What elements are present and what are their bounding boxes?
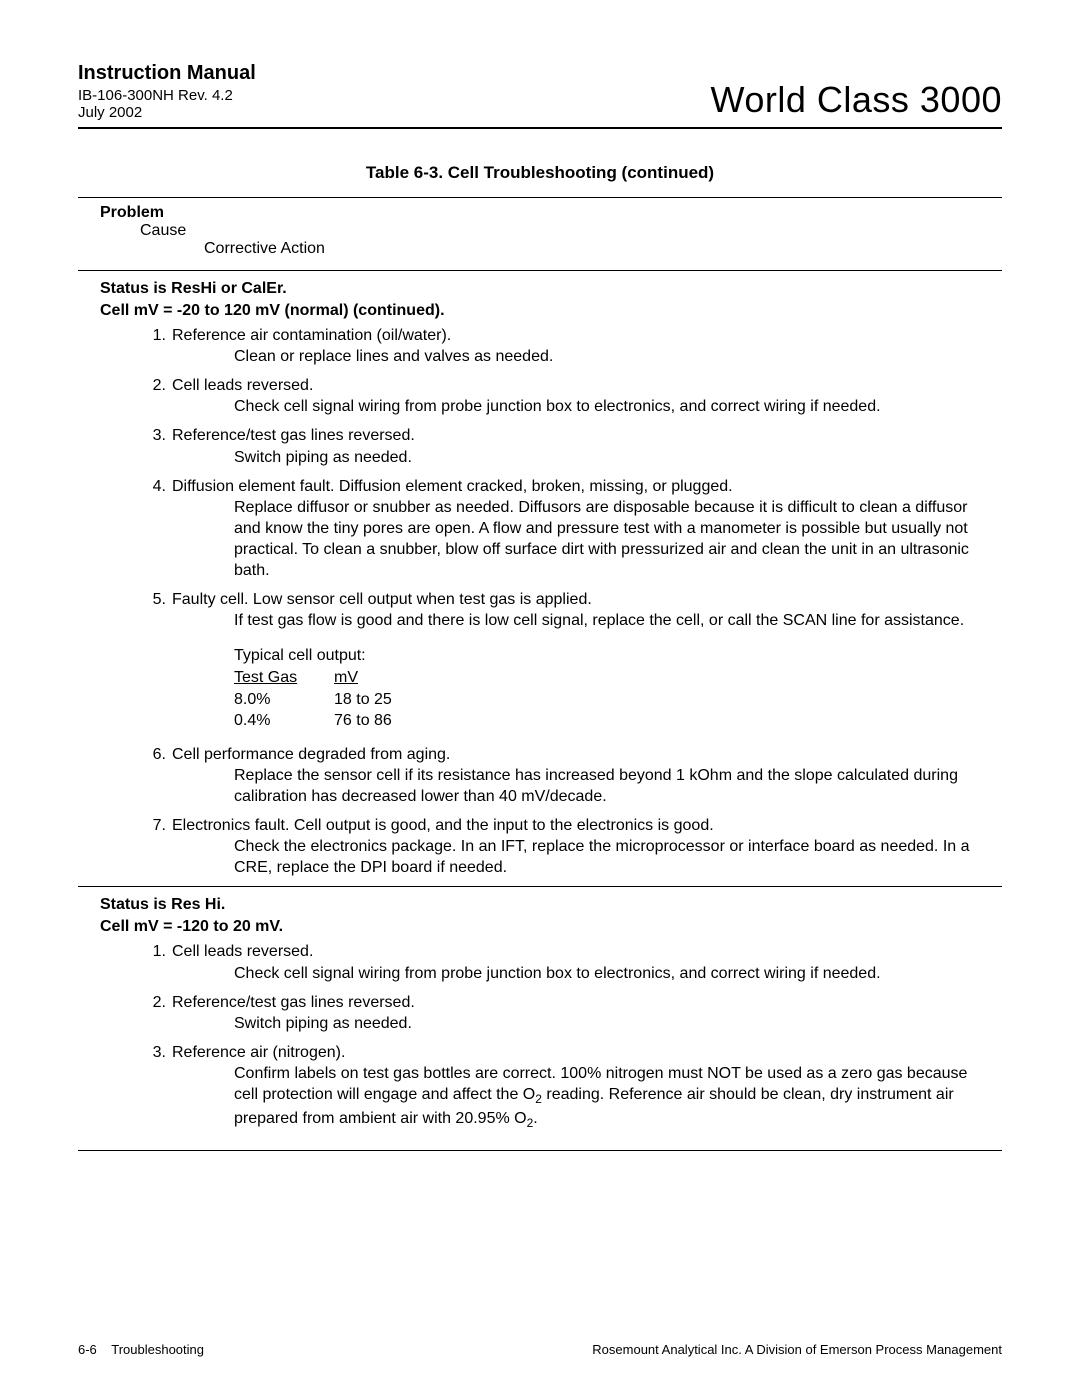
section-res-hi: Status is Res Hi. Cell mV = -120 to 20 m… [78,886,1002,1151]
col-header-corrective: Corrective Action [204,240,1002,258]
item-number: 4. [140,476,166,582]
item-action: Check cell signal wiring from probe junc… [234,396,994,417]
doc-date: July 2002 [78,104,256,121]
item-number: 5. [140,589,166,736]
list-item: 1. Cell leads reversed. Check cell signa… [140,941,1002,983]
item-cause: Reference/test gas lines reversed. [172,992,994,1013]
section-reshi-caler: Status is ResHi or CalEr. Cell mV = -20 … [78,270,1002,878]
item-cause: Reference air (nitrogen). [172,1042,994,1063]
item-action: Clean or replace lines and valves as nee… [234,346,994,367]
item-number: 6. [140,744,166,807]
item-action: Replace the sensor cell if its resistanc… [234,765,994,807]
column-header-row: Problem Cause Corrective Action [78,198,1002,270]
item-cause: Reference air contamination (oil/water). [172,325,994,346]
item-number: 3. [140,1042,166,1132]
status-line: Cell mV = -120 to 20 mV. [100,917,1002,937]
status-line: Status is Res Hi. [100,895,1002,915]
page-footer: 6-6 Troubleshooting Rosemount Analytical… [78,1342,1002,1357]
item-cause: Diffusion element fault. Diffusion eleme… [172,476,994,497]
product-title: World Class 3000 [711,79,1002,121]
item-number: 1. [140,941,166,983]
item-action: Switch piping as needed. [234,447,994,468]
footer-left: 6-6 Troubleshooting [78,1342,204,1357]
doc-revision: IB-106-300NH Rev. 4.2 [78,87,256,104]
table-title: Table 6-3. Cell Troubleshooting (continu… [78,163,1002,183]
header-left-block: Instruction Manual IB-106-300NH Rev. 4.2… [78,62,256,121]
list-item: 2. Reference/test gas lines reversed. Sw… [140,992,1002,1034]
item-action: Check cell signal wiring from probe junc… [234,963,994,984]
list-item: 1. Reference air contamination (oil/wate… [140,325,1002,367]
cell-output-cell: 0.4% [234,710,334,732]
manual-title: Instruction Manual [78,62,256,85]
status-line: Cell mV = -20 to 120 mV (normal) (contin… [100,301,1002,321]
item-cause: Reference/test gas lines reversed. [172,425,994,446]
item-number: 7. [140,815,166,878]
item-action: Replace diffusor or snubber as needed. D… [234,497,994,581]
item-number: 2. [140,992,166,1034]
troubleshooting-table: Problem Cause Corrective Action Status i… [78,197,1002,1151]
footer-page-number: 6-6 [78,1342,97,1357]
cell-output-cell: 76 to 86 [334,710,392,732]
status-line: Status is ResHi or CalEr. [100,279,1002,299]
item-cause: Electronics fault. Cell output is good, … [172,815,994,836]
item-cause: Cell leads reversed. [172,375,994,396]
item-number: 3. [140,425,166,467]
footer-right: Rosemount Analytical Inc. A Division of … [592,1342,1002,1357]
item-cause: Cell leads reversed. [172,941,994,962]
list-item: 3. Reference/test gas lines reversed. Sw… [140,425,1002,467]
cell-output-cell: 8.0% [234,689,334,711]
item-action: Check the electronics package. In an IFT… [234,836,994,878]
item-action: Confirm labels on test gas bottles are c… [234,1063,994,1132]
list-item: 3. Reference air (nitrogen). Confirm lab… [140,1042,1002,1132]
col-header-cause: Cause [140,222,1002,240]
list-item: 2. Cell leads reversed. Check cell signa… [140,375,1002,417]
cell-output-cell: 18 to 25 [334,689,392,711]
list-item: 7. Electronics fault. Cell output is goo… [140,815,1002,878]
cell-output-title: Typical cell output: [234,645,994,667]
list-item: 6. Cell performance degraded from aging.… [140,744,1002,807]
item-number: 2. [140,375,166,417]
list-item: 5. Faulty cell. Low sensor cell output w… [140,589,1002,736]
item-cause: Cell performance degraded from aging. [172,744,994,765]
cell-output-table: Typical cell output: Test Gas mV 8.0% 18… [234,645,994,731]
list-item: 4. Diffusion element fault. Diffusion el… [140,476,1002,582]
cell-output-header: Test Gas [234,667,334,689]
item-action: If test gas flow is good and there is lo… [234,610,994,631]
cell-output-header: mV [334,667,358,689]
col-header-problem: Problem [100,204,1002,222]
item-cause: Faulty cell. Low sensor cell output when… [172,589,994,610]
item-action: Switch piping as needed. [234,1013,994,1034]
item-number: 1. [140,325,166,367]
footer-section-name: Troubleshooting [111,1342,204,1357]
page-header: Instruction Manual IB-106-300NH Rev. 4.2… [78,62,1002,129]
